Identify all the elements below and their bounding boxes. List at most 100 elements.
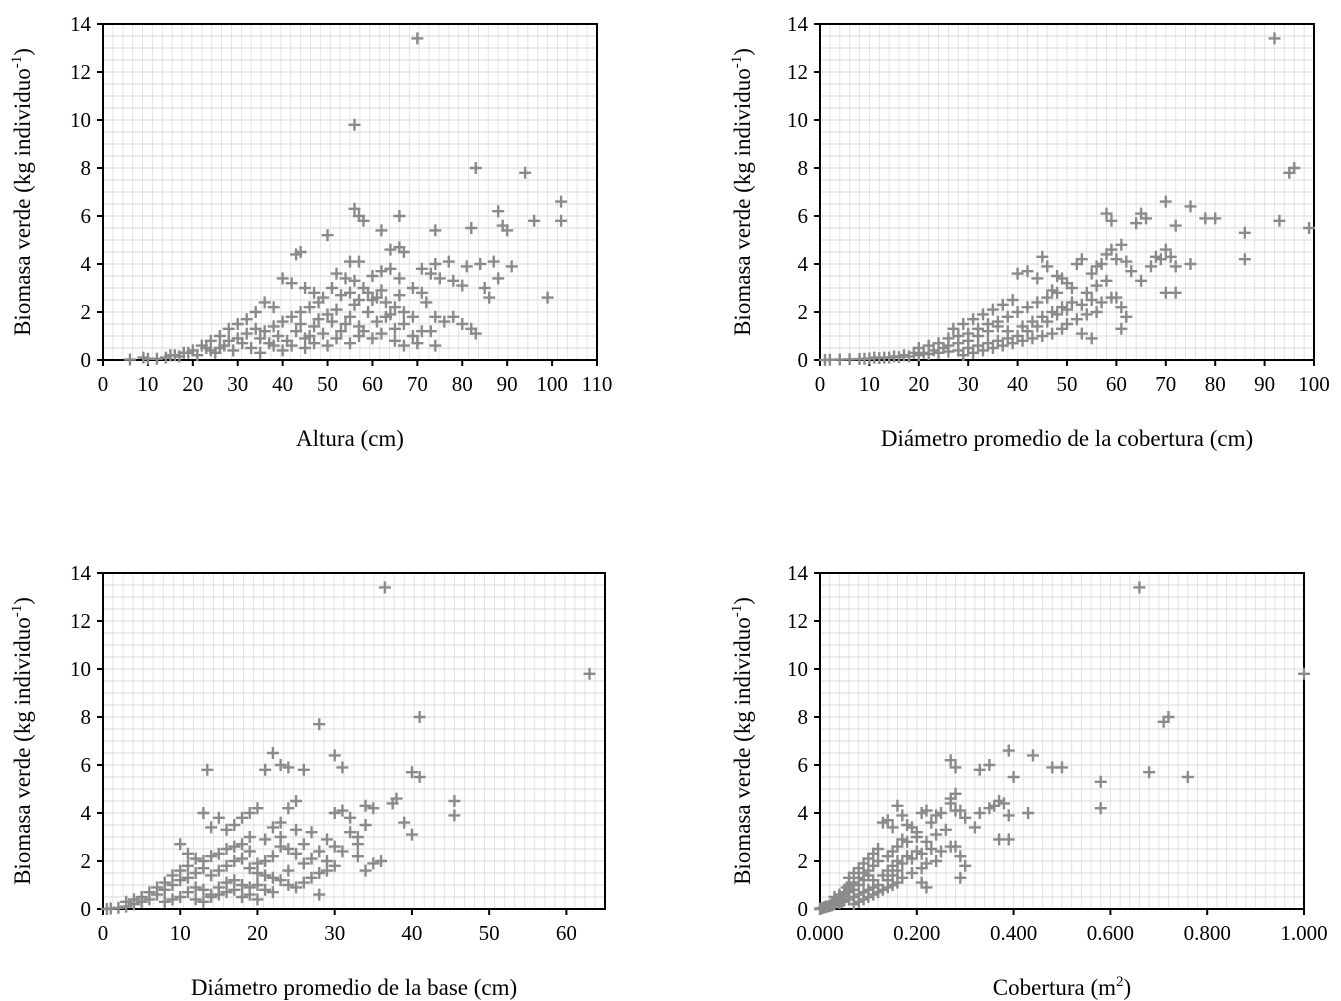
data-point — [375, 265, 388, 278]
data-point — [222, 322, 235, 335]
gridlines — [103, 573, 605, 909]
data-point — [505, 260, 518, 273]
data-point — [290, 823, 303, 836]
data-point — [1105, 291, 1118, 304]
data-point — [555, 195, 568, 208]
data-point — [1051, 286, 1064, 299]
data-point — [1085, 332, 1098, 345]
data-points — [100, 581, 596, 915]
data-point — [228, 855, 241, 867]
data-point — [205, 821, 218, 834]
x-tick-label: 0.000 — [796, 921, 843, 945]
y-tick-label: 6 — [798, 753, 809, 777]
data-point — [378, 581, 391, 594]
gridlines — [820, 573, 1304, 909]
data-point — [429, 258, 442, 270]
data-point — [996, 339, 1009, 352]
data-point — [359, 819, 372, 831]
x-tick-label: 0.200 — [893, 921, 940, 945]
data-point — [944, 797, 957, 810]
data-point — [259, 855, 272, 867]
data-point — [973, 763, 986, 776]
data-point — [1056, 761, 1068, 774]
data-point — [243, 888, 256, 901]
data-point — [266, 821, 279, 834]
y-tick-label: 8 — [81, 705, 92, 729]
data-point — [1026, 315, 1039, 328]
x-tick-label: 0.600 — [1087, 921, 1134, 945]
data-point — [251, 867, 264, 879]
data-point — [282, 879, 295, 891]
data-point — [474, 258, 487, 270]
x-tick-label: 100 — [1298, 372, 1330, 396]
data-point — [397, 246, 410, 258]
data-point — [220, 886, 233, 899]
y-tick-label: 12 — [70, 609, 91, 633]
x-tick-label: 60 — [362, 372, 383, 396]
data-point — [967, 313, 980, 326]
data-point — [174, 891, 187, 903]
data-point — [1036, 330, 1049, 342]
data-point — [1065, 282, 1078, 294]
data-point — [123, 353, 136, 366]
data-point — [236, 838, 249, 851]
x-tick-label: 0 — [815, 372, 826, 396]
data-point — [1026, 332, 1039, 345]
data-point — [335, 289, 348, 302]
data-point — [267, 320, 280, 333]
data-point — [1100, 274, 1113, 287]
x-axis-title: Altura (cm) — [296, 426, 404, 451]
data-point — [344, 337, 356, 350]
data-point — [266, 850, 279, 863]
data-point — [947, 322, 960, 335]
data-point — [1169, 260, 1182, 273]
data-point — [817, 901, 830, 914]
y-tick-label: 14 — [787, 12, 809, 36]
data-point — [321, 308, 334, 321]
data-point — [981, 325, 994, 338]
data-point — [469, 327, 482, 340]
y-tick-label: 2 — [798, 849, 809, 873]
data-point — [907, 346, 920, 359]
data-point — [920, 881, 933, 894]
data-point — [393, 210, 406, 222]
x-tick-label: 1.000 — [1280, 921, 1327, 945]
data-point — [243, 807, 256, 819]
data-point — [367, 802, 380, 815]
scatter-panel-4: 0 2 4 6 8 10 12 14 0.000 0.200 0.400 0.600 0.800 1.00… — [729, 561, 1328, 1000]
data-point — [501, 224, 514, 237]
data-point — [231, 318, 244, 330]
y-tick-label: 14 — [70, 12, 92, 36]
data-point — [330, 267, 343, 280]
data-point — [429, 339, 442, 352]
data-point — [258, 325, 271, 338]
data-point — [1135, 274, 1148, 287]
data-point — [1140, 212, 1153, 225]
data-point — [249, 306, 262, 318]
data-point — [1143, 766, 1156, 779]
data-point — [375, 327, 388, 340]
data-point — [181, 847, 194, 860]
data-point — [204, 344, 217, 357]
data-point — [977, 344, 990, 357]
data-point — [336, 804, 349, 817]
data-point — [1056, 322, 1069, 335]
data-point — [1036, 250, 1049, 263]
data-point — [251, 802, 264, 815]
data-point — [236, 879, 249, 891]
data-point — [1273, 214, 1286, 227]
data-point — [317, 327, 330, 340]
data-point — [357, 325, 370, 338]
data-point — [320, 864, 333, 877]
y-tick-label: 0 — [81, 897, 92, 921]
data-point — [375, 224, 388, 237]
data-point — [1115, 238, 1128, 251]
data-point — [308, 286, 321, 299]
x-tick-label: 50 — [317, 372, 338, 396]
y-tick-label: 12 — [787, 609, 808, 633]
data-point — [1130, 217, 1143, 230]
y-tick-label: 8 — [798, 156, 809, 180]
data-point — [276, 344, 289, 357]
data-point — [259, 883, 272, 896]
data-point — [438, 315, 451, 328]
